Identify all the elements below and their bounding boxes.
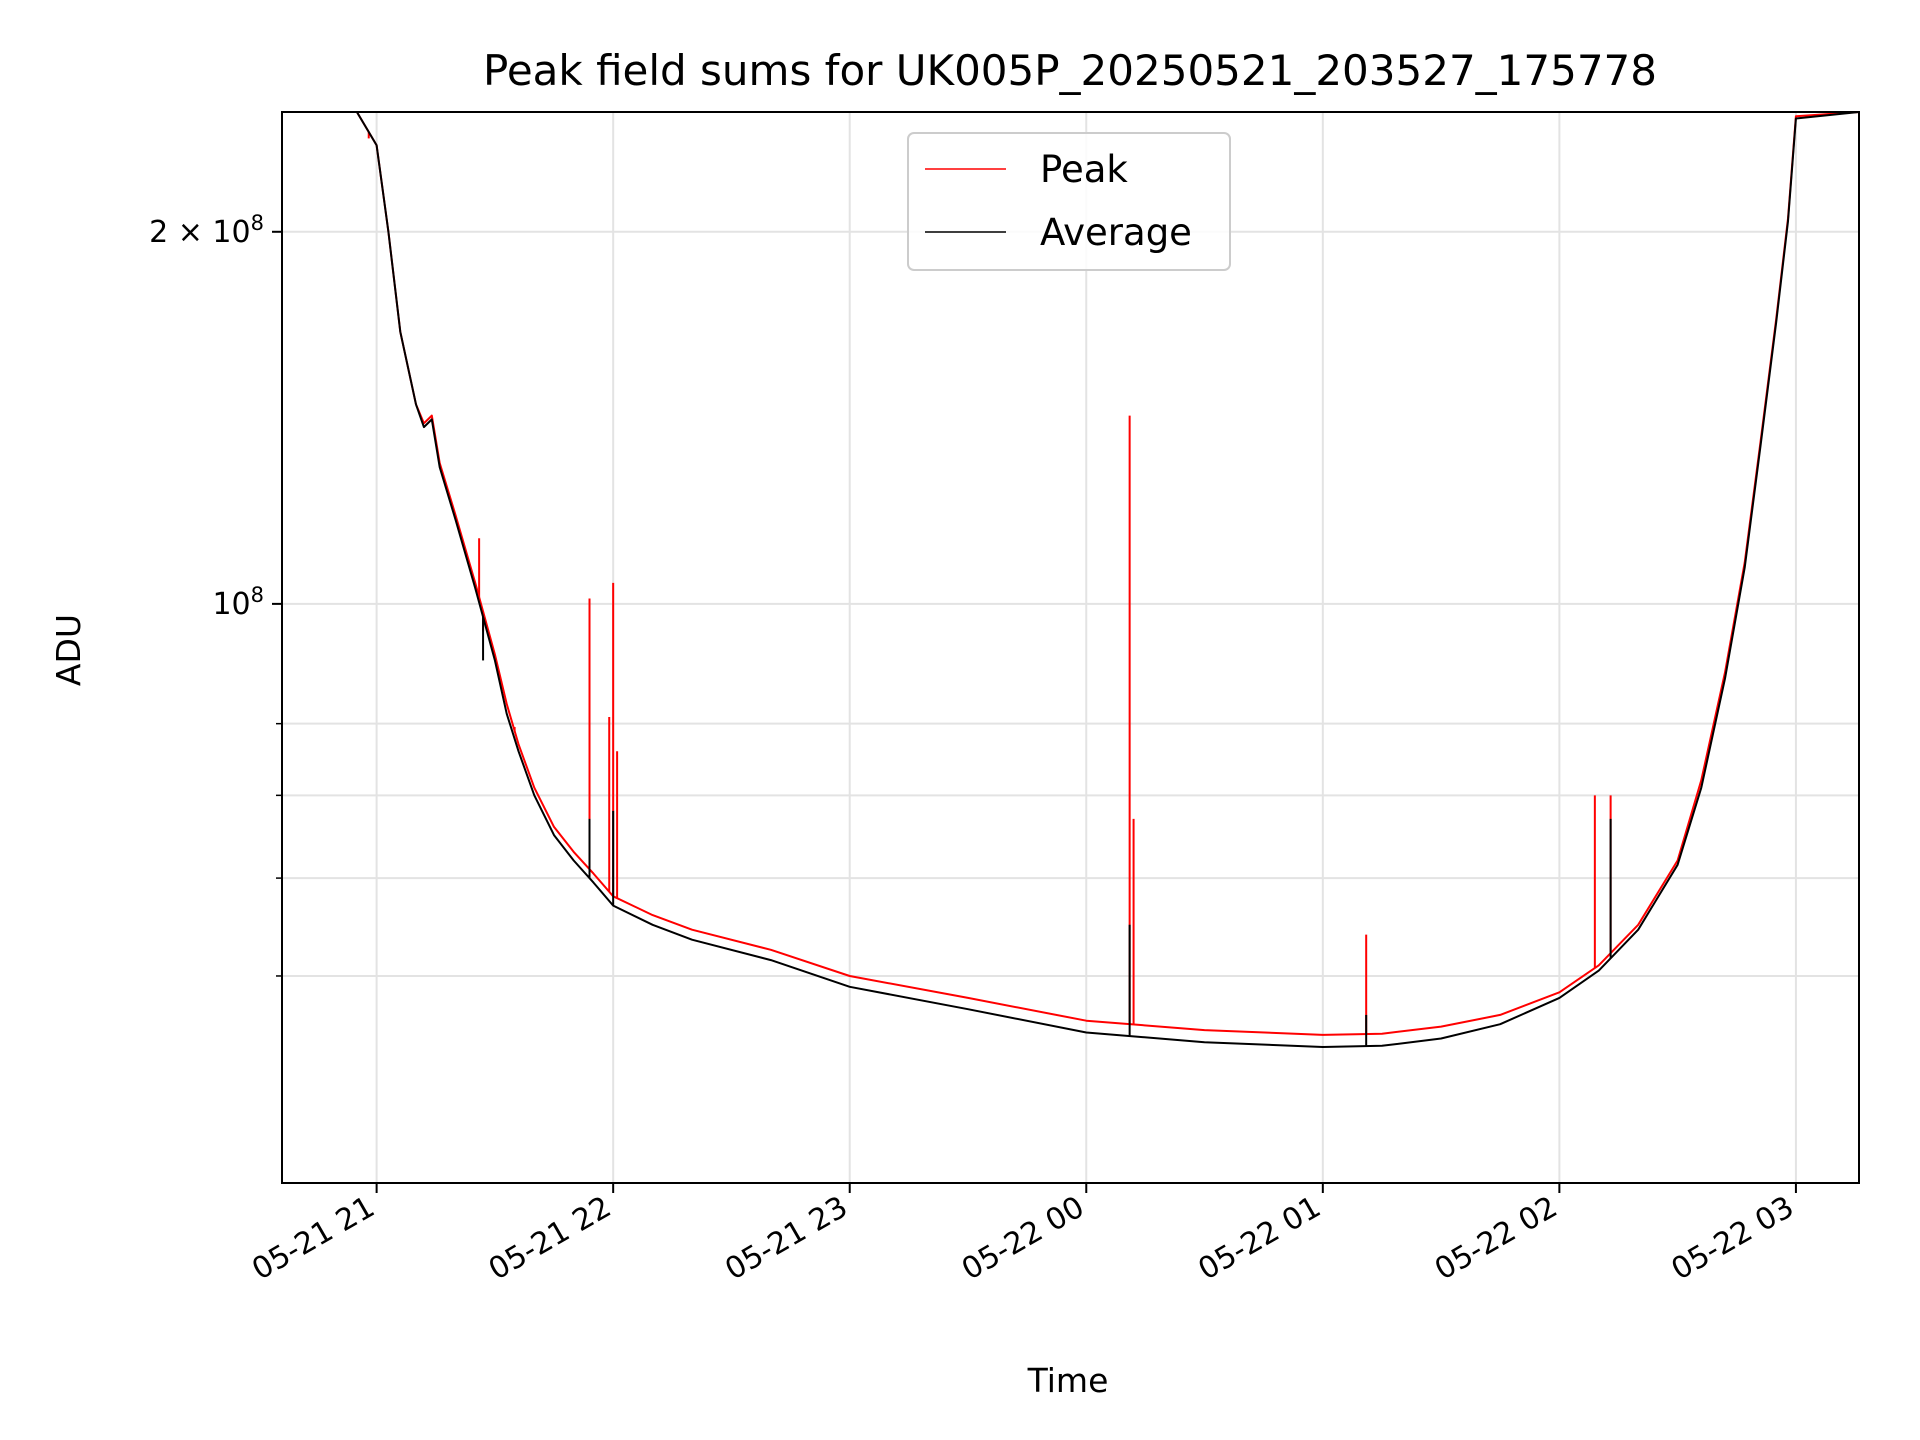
y-tick-label: 108 <box>212 583 264 622</box>
series-lines <box>282 112 1859 1048</box>
series-line-peak <box>282 112 1859 1036</box>
y-axis-title: ADU <box>49 614 88 686</box>
legend-label-peak: Peak <box>1040 148 1128 191</box>
plot-area-frame <box>281 111 1860 1184</box>
legend-label-average: Average <box>1040 211 1192 254</box>
chart-title: Peak field sums for UK005P_20250521_2035… <box>483 46 1657 95</box>
legend-box <box>907 132 1231 271</box>
legend: Peak Average <box>907 132 1231 271</box>
y-axis: 2 × 108 108 <box>149 211 282 977</box>
y-tick-label: 2 × 108 <box>149 211 264 250</box>
x-axis-title: Time <box>1027 1361 1109 1400</box>
series-line-average <box>282 112 1859 1048</box>
